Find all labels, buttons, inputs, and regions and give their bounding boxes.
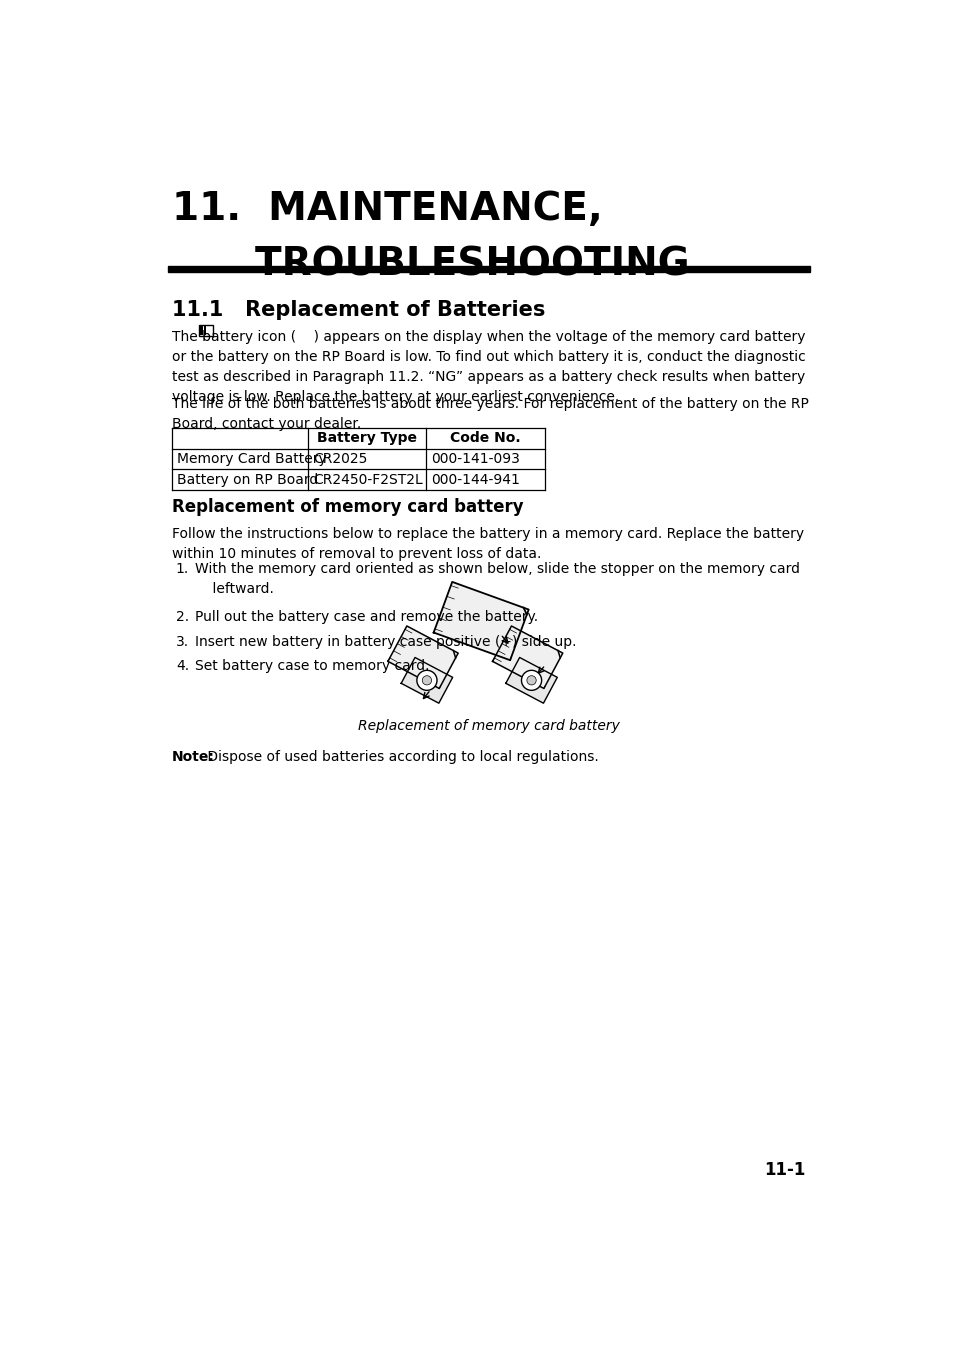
Circle shape [422, 676, 431, 685]
Text: Replacement of memory card battery: Replacement of memory card battery [172, 497, 523, 516]
Polygon shape [401, 658, 452, 703]
Text: Replacement of memory card battery: Replacement of memory card battery [357, 719, 619, 732]
Text: 3.: 3. [175, 635, 189, 648]
Text: Pull out the battery case and remove the battery.: Pull out the battery case and remove the… [195, 609, 537, 624]
Circle shape [416, 670, 436, 690]
Polygon shape [492, 626, 562, 689]
Text: TROUBLESHOOTING: TROUBLESHOOTING [173, 246, 688, 284]
Text: The life of the both batteries is about three years. For replacement of the batt: The life of the both batteries is about … [172, 397, 808, 431]
Text: Note:: Note: [172, 750, 214, 763]
Polygon shape [434, 582, 528, 661]
Circle shape [526, 676, 536, 685]
Bar [213, 328, 214, 334]
Text: 11.1   Replacement of Batteries: 11.1 Replacement of Batteries [172, 300, 545, 320]
Bar [204, 327, 206, 335]
Text: CR2025: CR2025 [313, 453, 367, 466]
Text: The battery icon (    ) appears on the display when the voltage of the memory ca: The battery icon ( ) appears on the disp… [172, 330, 805, 404]
Text: Battery Type: Battery Type [316, 431, 416, 446]
Bar [200, 327, 203, 335]
Text: Insert new battery in battery case positive (+) side up.: Insert new battery in battery case posit… [195, 635, 577, 648]
Text: Code No.: Code No. [450, 431, 520, 446]
Text: 11-1: 11-1 [763, 1162, 805, 1179]
Polygon shape [388, 626, 457, 689]
Polygon shape [505, 658, 557, 703]
Circle shape [521, 670, 541, 690]
Text: 1.: 1. [175, 562, 189, 576]
Bar [199, 326, 213, 336]
Text: 4.: 4. [175, 659, 189, 673]
Text: 11.  MAINTENANCE,: 11. MAINTENANCE, [172, 190, 602, 228]
Bar [168, 266, 809, 273]
Text: Follow the instructions below to replace the battery in a memory card. Replace t: Follow the instructions below to replace… [172, 527, 803, 561]
Text: 2.: 2. [175, 609, 189, 624]
Text: 000-141-093: 000-141-093 [431, 453, 520, 466]
Text: With the memory card oriented as shown below, slide the stopper on the memory ca: With the memory card oriented as shown b… [195, 562, 800, 596]
Text: CR2450-F2ST2L: CR2450-F2ST2L [313, 473, 422, 486]
Text: Set battery case to memory card.: Set battery case to memory card. [195, 659, 429, 673]
Text: Memory Card Battery: Memory Card Battery [177, 453, 327, 466]
Text: Battery on RP Board: Battery on RP Board [177, 473, 318, 486]
Text: 000-144-941: 000-144-941 [431, 473, 520, 486]
Text: Dispose of used batteries according to local regulations.: Dispose of used batteries according to l… [203, 750, 598, 763]
